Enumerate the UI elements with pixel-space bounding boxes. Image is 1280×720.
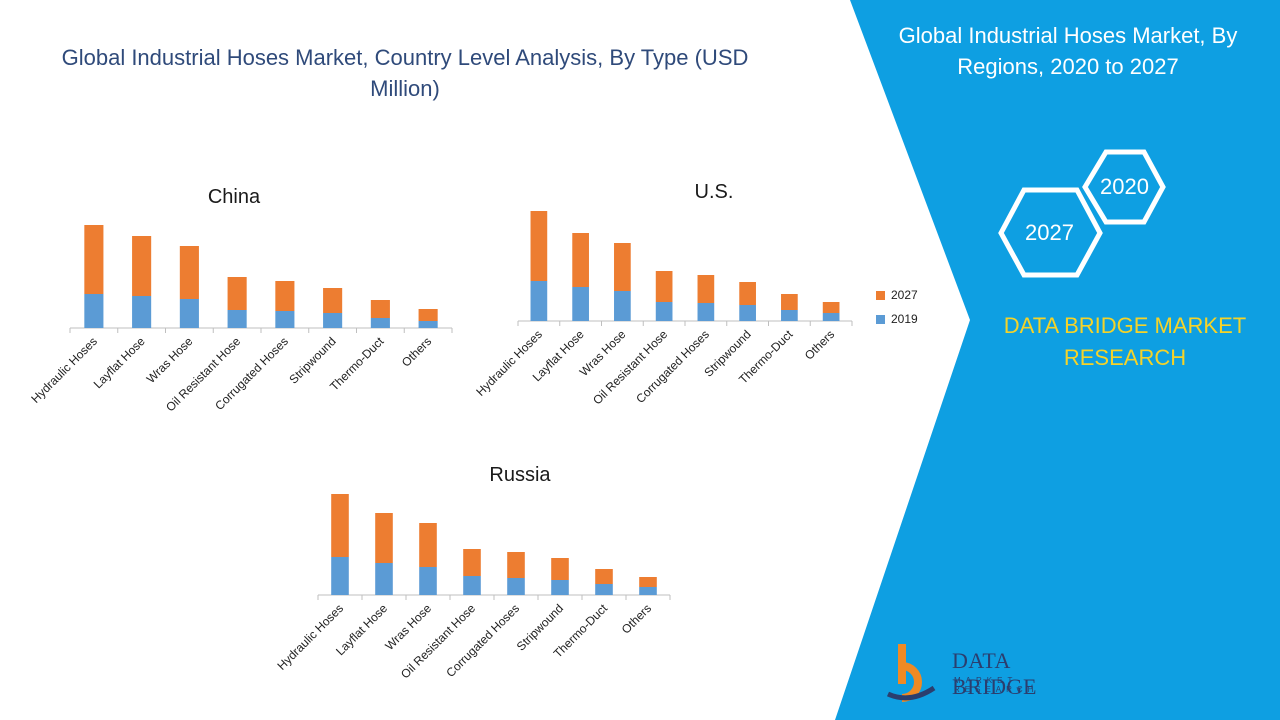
bar-2027-us bbox=[822, 302, 840, 313]
hex-label-2020: 2020 bbox=[1100, 174, 1149, 199]
legend-label-2027: 2027 bbox=[891, 288, 918, 302]
data-bridge-logo: DATA BRIDGE MARKET RESEARCH bbox=[880, 640, 1100, 704]
bar-2019-russia bbox=[507, 578, 525, 595]
bar-2027-china bbox=[275, 281, 295, 311]
bar-2019-russia bbox=[463, 576, 481, 595]
bar-2019-china bbox=[84, 294, 104, 328]
bar-2027-us bbox=[781, 294, 798, 310]
bar-2027-china bbox=[323, 288, 343, 313]
bar-2019-russia bbox=[375, 563, 393, 595]
bar-2027-china bbox=[227, 277, 247, 310]
brand-research-text: DATA BRIDGE MARKET RESEARCH bbox=[1003, 313, 1247, 370]
bar-2019-china bbox=[323, 313, 343, 328]
logo-name: DATA BRIDGE bbox=[952, 648, 1037, 699]
bar-2019-china bbox=[275, 311, 295, 328]
legend-item-2019: 2019 bbox=[876, 307, 918, 331]
bar-2019-russia bbox=[595, 584, 613, 595]
tick-label-russia: Hydraulic Hoses bbox=[274, 601, 346, 673]
bar-2019-us bbox=[655, 302, 673, 321]
logo-subtitle: MARKET RESEARCH bbox=[954, 676, 1039, 694]
bar-2019-us bbox=[822, 313, 840, 321]
chart-title-us: U.S. bbox=[694, 181, 734, 203]
bar-2027-russia bbox=[331, 494, 349, 557]
bar-2019-china bbox=[227, 310, 247, 328]
bar-2019-china bbox=[132, 296, 152, 328]
legend-item-2027: 2027 bbox=[876, 283, 918, 307]
bar-2027-us bbox=[572, 233, 589, 287]
hexagon-2027 bbox=[998, 187, 1103, 278]
bar-2027-china bbox=[370, 300, 390, 318]
bar-2019-china bbox=[418, 321, 438, 328]
legend-swatch-2027 bbox=[876, 290, 885, 300]
bar-2027-china bbox=[418, 309, 438, 321]
bar-2019-china bbox=[179, 299, 199, 328]
bar-2027-us bbox=[739, 282, 756, 305]
bar-2027-us bbox=[530, 211, 548, 281]
bar-2027-russia bbox=[595, 569, 613, 584]
bar-2027-russia bbox=[419, 523, 437, 567]
bar-2027-russia bbox=[463, 549, 481, 576]
bar-2027-russia bbox=[507, 552, 525, 578]
bar-2019-us bbox=[739, 305, 756, 321]
tick-label-russia: Others bbox=[619, 601, 654, 636]
bar-2027-us bbox=[614, 243, 631, 291]
legend: 2027 2019 bbox=[876, 283, 918, 331]
bar-2019-russia bbox=[331, 557, 349, 595]
right-blue-panel bbox=[835, 0, 1280, 720]
bar-2019-us bbox=[697, 303, 715, 321]
tick-label-russia: Oil Resistant Hose bbox=[398, 601, 478, 681]
bar-2019-china bbox=[370, 318, 390, 328]
bar-2027-russia bbox=[375, 513, 393, 563]
bar-2027-china bbox=[132, 236, 152, 296]
chart-title-china: China bbox=[207, 186, 261, 208]
hexagon-2020 bbox=[1082, 149, 1166, 225]
chart-title-russia: Russia bbox=[489, 464, 551, 486]
bar-2019-us bbox=[572, 287, 589, 321]
main-title: Global Industrial Hoses Market, Country … bbox=[61, 45, 749, 101]
bar-2019-russia bbox=[551, 580, 569, 595]
legend-swatch-2019 bbox=[876, 314, 885, 324]
hex-label-2027: 2027 bbox=[1025, 220, 1074, 245]
bar-2027-us bbox=[655, 271, 673, 302]
bar-2027-china bbox=[84, 225, 104, 294]
bar-2027-russia bbox=[639, 577, 657, 587]
bar-2027-china bbox=[179, 246, 199, 299]
right-panel-title: Global Industrial Hoses Market, By Regio… bbox=[898, 23, 1238, 79]
bar-2019-russia bbox=[419, 567, 437, 595]
logo-b-icon bbox=[886, 644, 936, 702]
bar-2019-us bbox=[530, 281, 548, 321]
legend-label-2019: 2019 bbox=[891, 312, 918, 326]
bar-2019-russia bbox=[639, 587, 657, 595]
bar-2027-us bbox=[697, 275, 715, 303]
bar-2019-us bbox=[781, 310, 798, 321]
bar-2027-russia bbox=[551, 558, 569, 580]
bar-2019-us bbox=[614, 291, 631, 321]
